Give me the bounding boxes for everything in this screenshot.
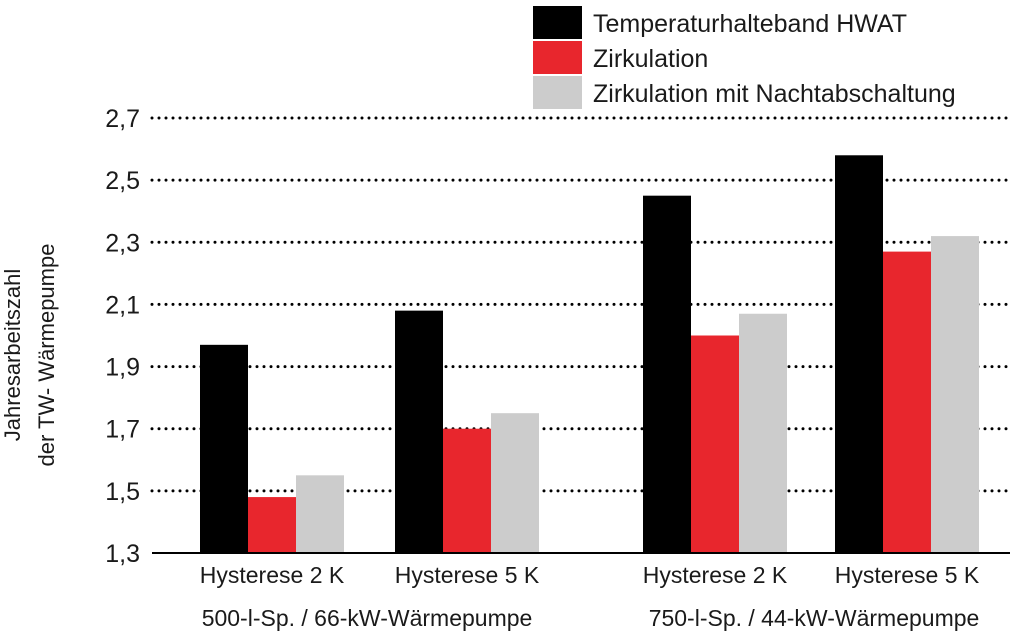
bar <box>443 428 491 553</box>
legend-label: Zirkulation mit Nachtabschaltung <box>593 80 956 108</box>
bars <box>200 155 979 554</box>
bar <box>200 344 248 553</box>
bar <box>643 195 691 553</box>
bar <box>395 310 443 553</box>
group-label: 750-l-Sp. / 44-kW-Wärmepumpe <box>649 605 980 631</box>
x-axis-category-labels: Hysterese 2 K Hysterese 5 K Hysterese 2 K H… <box>200 562 980 588</box>
legend-label: Zirkulation <box>593 45 708 73</box>
bar <box>691 335 739 553</box>
legend: Temperaturhalteband HWAT Zirkulation Zirku… <box>533 6 956 109</box>
y-tick-label: 1,5 <box>105 478 140 506</box>
x-tick-label: Hysterese 2 K <box>200 562 345 588</box>
y-tick-label: 1,7 <box>105 416 140 444</box>
x-axis-group-labels: 500-l-Sp. / 66-kW-Wärmepumpe 750-l-Sp. / … <box>202 605 980 631</box>
bar <box>248 497 296 553</box>
y-tick-label: 1,9 <box>105 354 140 382</box>
legend-swatch <box>533 6 582 39</box>
y-tick-label: 2,5 <box>105 167 140 195</box>
bar <box>835 155 883 554</box>
bar <box>296 475 344 553</box>
legend-label: Temperaturhalteband HWAT <box>593 10 907 38</box>
y-axis-ticks: 1,3 1,5 1,7 1,9 2,1 2,3 2,5 2,7 <box>105 105 140 568</box>
group-label: 500-l-Sp. / 66-kW-Wärmepumpe <box>202 605 533 631</box>
y-tick-label: 1,3 <box>105 540 140 568</box>
bar <box>739 313 787 553</box>
x-tick-label: Hysterese 5 K <box>835 562 980 588</box>
bar <box>931 236 979 554</box>
bar <box>491 413 539 553</box>
y-axis-label-line-1: Jahresarbeitszahl <box>0 269 25 441</box>
y-tick-label: 2,1 <box>105 291 140 319</box>
y-tick-label: 2,3 <box>105 229 140 257</box>
y-axis-label-line-2: der TW- Wärmepumpe <box>34 244 59 467</box>
y-tick-label: 2,7 <box>105 105 140 133</box>
x-tick-label: Hysterese 5 K <box>395 562 540 588</box>
bar <box>883 251 931 553</box>
legend-swatch <box>533 41 582 74</box>
legend-swatch <box>533 76 582 109</box>
x-tick-label: Hysterese 2 K <box>643 562 788 588</box>
